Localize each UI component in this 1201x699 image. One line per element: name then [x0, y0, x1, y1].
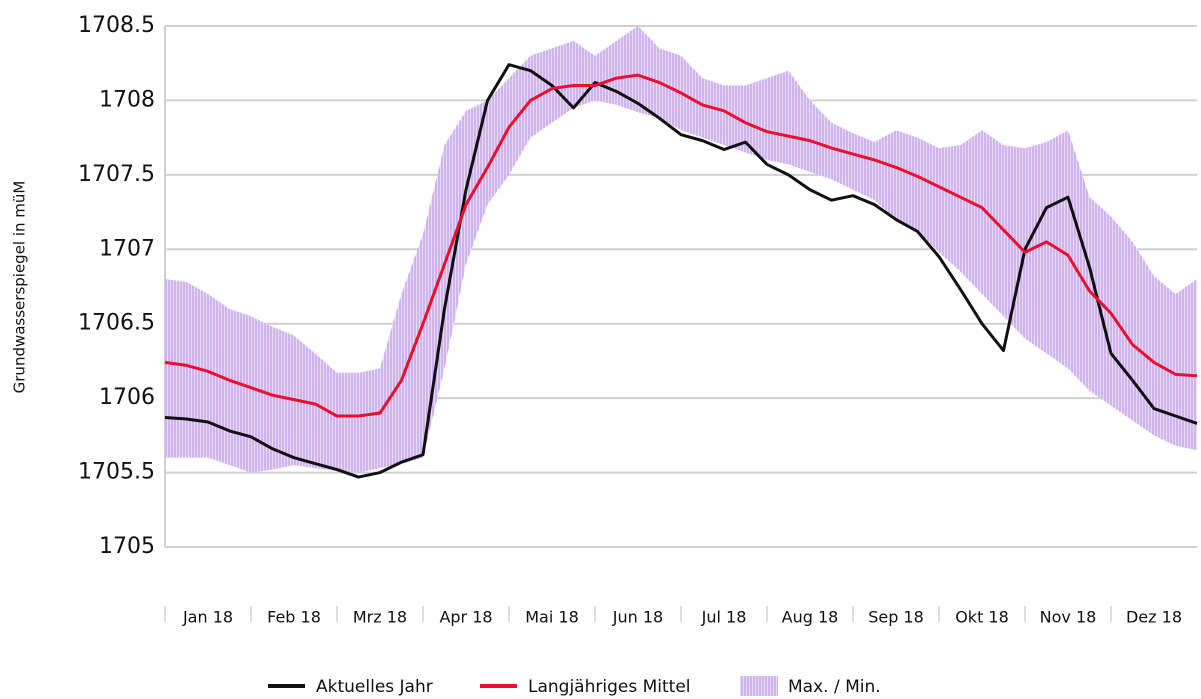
y-tick-label: 1705.5	[78, 460, 155, 485]
series-line	[164, 73, 1198, 418]
x-tick-label: Jul 18	[701, 608, 747, 627]
series-line	[164, 63, 1198, 479]
legend-label: Langjähriges Mittel	[528, 677, 691, 697]
y-tick-label: 1705	[99, 534, 155, 559]
x-tick-label: Dez 18	[1126, 608, 1182, 627]
y-tick-label: 1706	[99, 385, 155, 410]
legend-label: Aktuelles Jahr	[316, 677, 433, 697]
x-tick-label: Aug 18	[782, 608, 839, 627]
y-tick-label: 1708	[99, 87, 155, 112]
y-tick-label: 1708.5	[78, 13, 155, 38]
x-tick-label: Mai 18	[525, 608, 579, 627]
y-axis-label: Grundwasserspiegel in müM	[11, 181, 29, 394]
x-tick-label: Nov 18	[1040, 608, 1097, 627]
x-tick-label: Feb 18	[267, 608, 321, 627]
x-tick-label: Apr 18	[439, 608, 492, 627]
x-tick-label: Jun 18	[612, 608, 663, 627]
y-tick-label: 1706.5	[78, 311, 155, 336]
y-tick-label: 1707	[99, 236, 155, 261]
min-max-band	[165, 26, 1197, 473]
x-tick-label: Sep 18	[868, 608, 924, 627]
x-tick-label: Mrz 18	[353, 608, 407, 627]
legend-swatch	[740, 676, 778, 696]
y-tick-label: 1707.5	[78, 162, 155, 187]
legend-label: Max. / Min.	[788, 677, 881, 697]
x-tick-label: Jan 18	[182, 608, 233, 627]
x-tick-label: Okt 18	[955, 608, 1009, 627]
